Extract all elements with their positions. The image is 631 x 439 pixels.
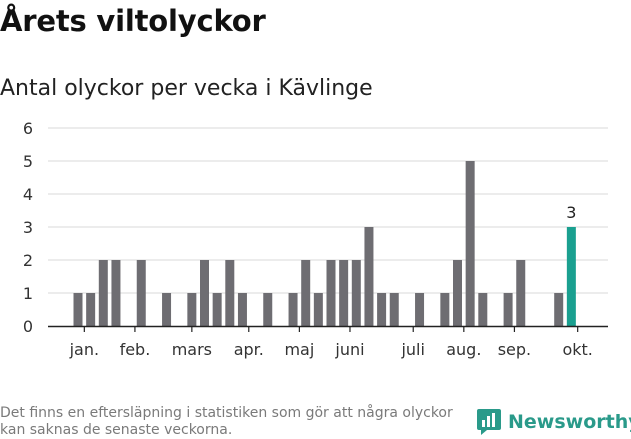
chart-title: Årets viltolyckor — [0, 4, 266, 38]
bar — [237, 293, 247, 326]
footnote: Det finns en eftersläpning i statistiken… — [0, 405, 453, 438]
bar — [288, 293, 298, 326]
bar — [516, 260, 526, 326]
x-tick-label: jan. — [69, 340, 99, 359]
bar — [136, 260, 146, 326]
bar — [111, 260, 121, 326]
bar — [415, 293, 425, 326]
x-tick-label: mars — [172, 340, 212, 359]
bar-highlight — [566, 227, 576, 326]
bar — [225, 260, 235, 326]
bar — [364, 227, 374, 326]
bar — [263, 293, 273, 326]
bar — [313, 293, 323, 326]
y-tick-label: 3 — [23, 218, 33, 237]
data-labels: 3 — [566, 203, 576, 222]
x-tick-label: juni — [334, 340, 364, 359]
x-tick-label: maj — [284, 340, 314, 359]
bar — [326, 260, 336, 326]
bar-chart: 0 1 2 3 4 5 6 jan. feb. mars apr. maj juni juli aug. s… — [23, 119, 608, 359]
y-tick-label: 2 — [23, 251, 33, 270]
bar — [212, 293, 222, 326]
y-tick-label: 4 — [23, 185, 33, 204]
bar — [200, 260, 209, 326]
bar — [440, 293, 450, 326]
bar — [98, 260, 108, 326]
newsworthy-logo-icon — [477, 409, 501, 435]
brand-logo: Newsworthy — [476, 408, 631, 436]
x-tick-label: apr. — [234, 340, 264, 359]
bar — [351, 260, 361, 326]
y-tick-label: 5 — [23, 152, 33, 171]
data-label-highlight: 3 — [566, 203, 576, 222]
bar — [389, 293, 399, 326]
bar — [503, 293, 513, 326]
bar — [465, 161, 475, 326]
brand-name: Newsworthy — [508, 411, 631, 433]
bar — [73, 293, 83, 326]
y-tick-label: 6 — [23, 119, 33, 138]
bar — [554, 293, 564, 326]
x-tick-label: juli — [400, 340, 424, 359]
bar — [453, 260, 462, 326]
y-tick-label: 0 — [23, 317, 33, 336]
x-tick-label: feb. — [120, 340, 151, 359]
x-tick-label: sep. — [498, 340, 531, 359]
x-tick-label: okt. — [562, 340, 592, 359]
bar — [162, 293, 172, 326]
x-tick-label: aug. — [446, 340, 481, 359]
bar — [187, 293, 197, 326]
bar — [86, 293, 96, 326]
bar — [478, 293, 488, 326]
x-axis: jan. feb. mars apr. maj juni juli aug. sep. okt. — [48, 325, 608, 359]
y-axis-ticks: 0 1 2 3 4 5 6 — [23, 119, 33, 336]
bar — [301, 260, 311, 326]
bar — [339, 260, 349, 326]
bars — [73, 161, 576, 326]
y-tick-label: 1 — [23, 284, 33, 303]
bar — [377, 293, 387, 326]
chart-subtitle: Antal olyckor per vecka i Kävlinge — [0, 76, 373, 101]
